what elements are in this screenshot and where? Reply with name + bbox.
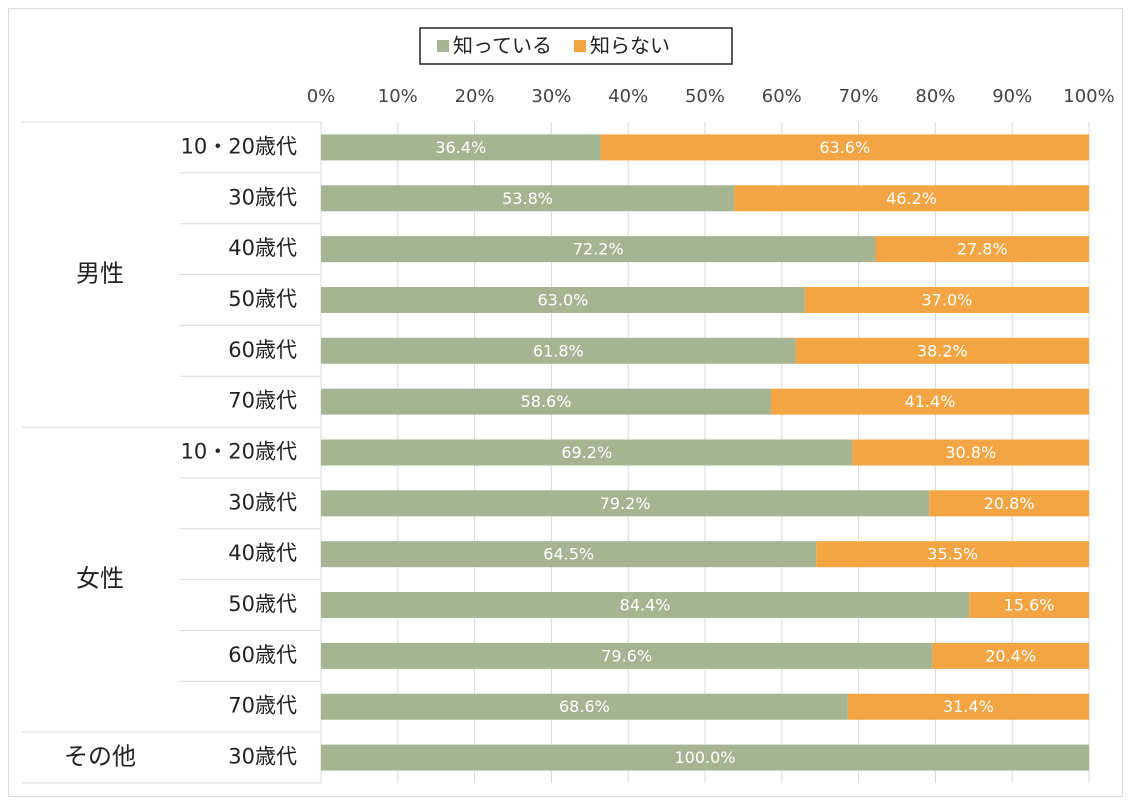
x-tick-label: 40% <box>608 86 648 107</box>
bar-segment <box>321 286 805 313</box>
data-label: 15.6% <box>1004 596 1055 615</box>
x-tick-label: 30% <box>531 86 571 107</box>
group-label: 男性 <box>76 260 124 288</box>
data-label: 53.8% <box>502 189 553 208</box>
data-label: 31.4% <box>943 697 994 716</box>
group-label: 女性 <box>76 565 124 593</box>
x-tick-label: 80% <box>915 86 955 107</box>
bar-segment <box>875 236 1089 263</box>
x-tick-label: 70% <box>839 86 879 107</box>
bar-segment <box>929 490 1089 517</box>
bar-segment <box>321 337 796 364</box>
data-label: 72.2% <box>573 240 624 259</box>
data-label: 84.4% <box>620 596 671 615</box>
y-tick-label: 40歳代 <box>228 541 297 565</box>
bar-segment <box>969 592 1089 619</box>
x-tick-label: 50% <box>685 86 725 107</box>
data-label: 38.2% <box>917 341 968 360</box>
bar-segment <box>600 134 1089 161</box>
y-tick-label: 50歳代 <box>228 592 297 616</box>
data-label: 61.8% <box>533 341 584 360</box>
bar-segment <box>816 541 1089 568</box>
x-tick-label: 0% <box>307 86 336 107</box>
y-tick-label: 60歳代 <box>228 338 297 362</box>
bar-segment <box>321 185 735 212</box>
data-label: 46.2% <box>886 189 937 208</box>
bar-segment <box>321 642 933 669</box>
bar-segment <box>804 286 1089 313</box>
data-label: 41.4% <box>905 392 956 411</box>
legend-swatch <box>574 40 586 52</box>
y-tick-label: 50歳代 <box>228 287 297 311</box>
bar-segment <box>321 541 817 568</box>
bar-segment <box>321 693 848 720</box>
legend-label: 知らない <box>590 34 670 58</box>
data-label: 37.0% <box>922 290 973 309</box>
data-label: 79.6% <box>601 646 652 665</box>
data-label: 36.4% <box>435 138 486 157</box>
data-label: 20.8% <box>984 494 1035 513</box>
data-label: 58.6% <box>521 392 572 411</box>
data-label: 63.0% <box>538 290 589 309</box>
y-tick-label: 10・20歳代 <box>181 134 297 158</box>
bar-segment <box>321 236 876 263</box>
data-label: 27.8% <box>957 240 1008 259</box>
bar-segment <box>734 185 1089 212</box>
y-tick-label: 30歳代 <box>228 185 297 209</box>
data-label: 30.8% <box>945 443 996 462</box>
data-label: 69.2% <box>561 443 612 462</box>
legend-swatch <box>437 40 449 52</box>
y-tick-label: 30歳代 <box>228 745 297 769</box>
y-tick-label: 30歳代 <box>228 490 297 514</box>
data-label: 64.5% <box>543 545 594 564</box>
bar-segment <box>847 693 1089 720</box>
data-label: 63.6% <box>819 138 870 157</box>
bar-segment <box>321 134 601 161</box>
x-tick-label: 90% <box>992 86 1032 107</box>
data-label: 79.2% <box>600 494 651 513</box>
y-tick-label: 10・20歳代 <box>181 440 297 464</box>
bar-segment <box>321 592 970 619</box>
y-tick-label: 70歳代 <box>228 694 297 718</box>
y-tick-label: 70歳代 <box>228 389 297 413</box>
x-tick-label: 20% <box>455 86 495 107</box>
data-label: 35.5% <box>927 545 978 564</box>
x-tick-label: 10% <box>378 86 418 107</box>
bar-segment <box>321 388 772 415</box>
y-tick-label: 40歳代 <box>228 236 297 260</box>
bar-segment <box>771 388 1089 415</box>
legend-label: 知っている <box>453 34 552 58</box>
bar-segment <box>321 490 930 517</box>
bar-segment <box>932 642 1089 669</box>
bar-segment <box>321 439 853 466</box>
bar-segment <box>852 439 1089 466</box>
y-tick-label: 60歳代 <box>228 643 297 667</box>
x-tick-label: 100% <box>1063 86 1114 107</box>
data-label: 100.0% <box>674 748 735 767</box>
data-label: 20.4% <box>985 646 1036 665</box>
bar-segment <box>795 337 1089 364</box>
bar-segment <box>321 744 1089 771</box>
x-tick-label: 60% <box>762 86 802 107</box>
group-label: その他 <box>64 743 136 771</box>
data-label: 68.6% <box>559 697 610 716</box>
